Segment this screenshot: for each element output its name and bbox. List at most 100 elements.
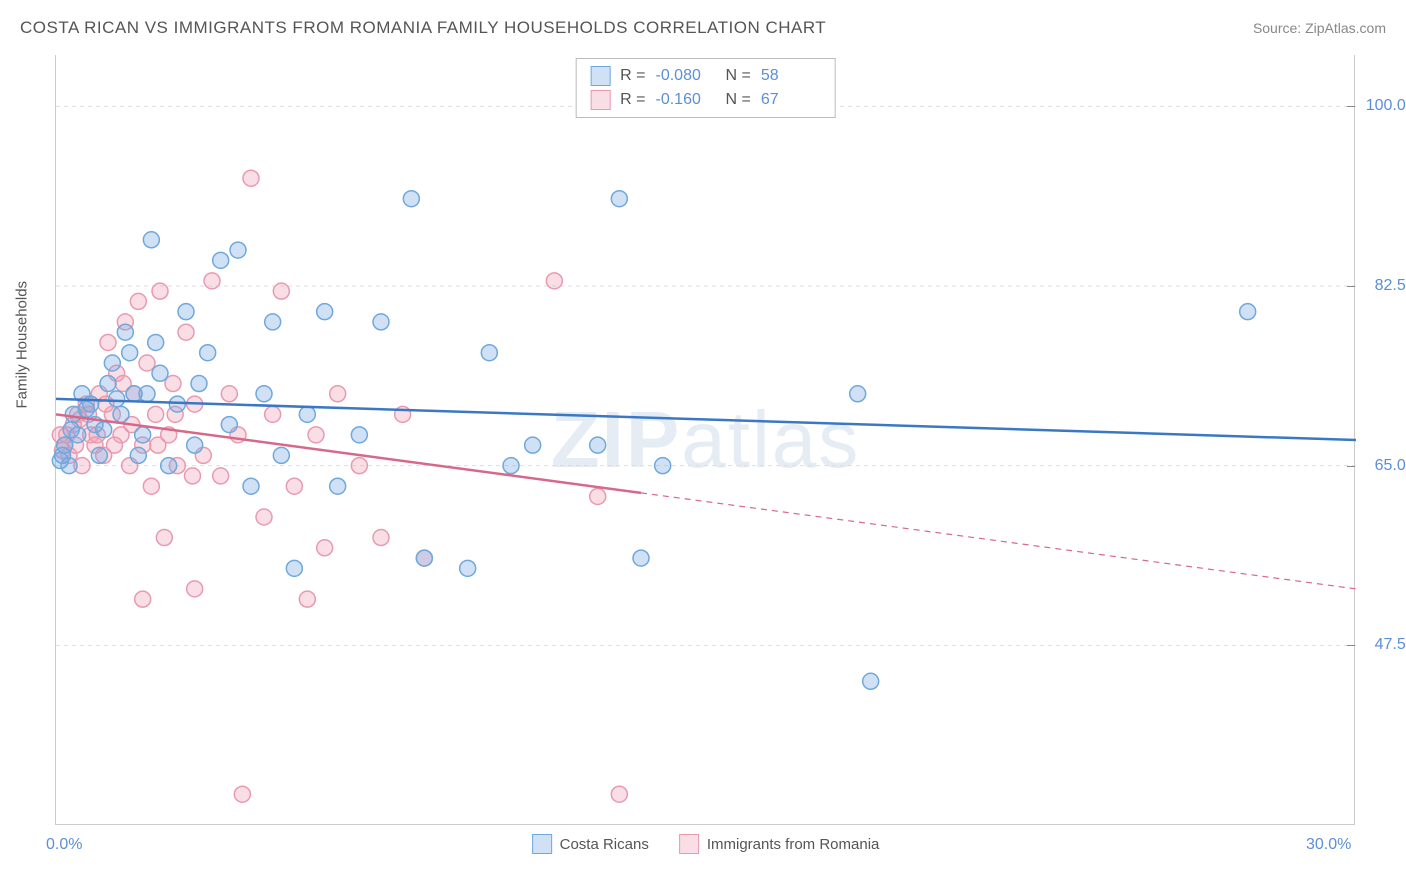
data-point-b <box>265 406 281 422</box>
data-point-a <box>200 345 216 361</box>
data-point-a <box>403 191 419 207</box>
data-point-a <box>1240 304 1256 320</box>
data-point-a <box>191 376 207 392</box>
r-label: R = <box>620 67 645 85</box>
data-point-a <box>221 417 237 433</box>
data-point-b <box>148 406 164 422</box>
data-point-a <box>633 550 649 566</box>
data-point-a <box>317 304 333 320</box>
x-tick-label: 0.0% <box>46 836 82 854</box>
n-label: N = <box>726 91 751 109</box>
legend-row-b: R = -0.160 N = 67 <box>590 88 821 112</box>
n-label: N = <box>726 67 751 85</box>
data-point-b <box>330 386 346 402</box>
data-point-b <box>546 273 562 289</box>
series-legend: Costa Ricans Immigrants from Romania <box>532 834 880 854</box>
data-point-b <box>213 468 229 484</box>
data-point-a <box>91 447 107 463</box>
data-point-b <box>178 324 194 340</box>
data-point-b <box>107 437 123 453</box>
data-point-a <box>178 304 194 320</box>
data-point-b <box>156 530 172 546</box>
data-point-a <box>104 355 120 371</box>
data-point-a <box>286 560 302 576</box>
data-point-b <box>221 386 237 402</box>
y-tick-label: 82.5% <box>1375 277 1406 295</box>
data-point-a <box>611 191 627 207</box>
r-value-a: -0.080 <box>656 67 716 85</box>
trend-line-a <box>56 399 1356 440</box>
r-label: R = <box>620 91 645 109</box>
data-point-a <box>161 458 177 474</box>
data-point-a <box>113 406 129 422</box>
correlation-legend: R = -0.080 N = 58 R = -0.160 N = 67 <box>575 58 836 118</box>
y-axis-label: Family Households <box>14 281 31 409</box>
data-point-a <box>130 447 146 463</box>
data-point-a <box>230 242 246 258</box>
data-point-b <box>373 530 389 546</box>
swatch-b <box>679 834 699 854</box>
swatch-b <box>590 90 610 110</box>
data-point-a <box>863 673 879 689</box>
data-point-a <box>117 324 133 340</box>
data-point-b <box>273 283 289 299</box>
data-point-a <box>265 314 281 330</box>
data-point-b <box>590 488 606 504</box>
r-value-b: -0.160 <box>656 91 716 109</box>
swatch-a <box>590 66 610 86</box>
data-point-b <box>185 468 201 484</box>
n-value-b: 67 <box>761 91 821 109</box>
header: COSTA RICAN VS IMMIGRANTS FROM ROMANIA F… <box>20 18 1386 38</box>
data-point-a <box>503 458 519 474</box>
data-point-a <box>850 386 866 402</box>
series-name-b: Immigrants from Romania <box>707 836 880 853</box>
data-point-b <box>135 591 151 607</box>
data-point-a <box>122 345 138 361</box>
swatch-a <box>532 834 552 854</box>
series-name-a: Costa Ricans <box>560 836 649 853</box>
y-tick-label: 100.0% <box>1366 97 1406 115</box>
data-point-a <box>96 422 112 438</box>
data-point-a <box>55 447 71 463</box>
data-point-b <box>351 458 367 474</box>
data-point-b <box>308 427 324 443</box>
source-label: Source: ZipAtlas.com <box>1253 20 1386 36</box>
data-point-b <box>150 437 166 453</box>
data-point-a <box>256 386 272 402</box>
data-point-a <box>655 458 671 474</box>
data-point-a <box>187 437 203 453</box>
legend-item-b: Immigrants from Romania <box>679 834 880 854</box>
data-point-a <box>351 427 367 443</box>
data-point-a <box>135 427 151 443</box>
data-point-b <box>256 509 272 525</box>
data-point-a <box>243 478 259 494</box>
data-point-a <box>299 406 315 422</box>
data-point-b <box>299 591 315 607</box>
n-value-a: 58 <box>761 67 821 85</box>
data-point-a <box>525 437 541 453</box>
trend-line-dashed-b <box>641 493 1356 589</box>
y-tick-label: 47.5% <box>1375 636 1406 654</box>
y-tick-label: 65.0% <box>1375 457 1406 475</box>
data-point-a <box>273 447 289 463</box>
legend-row-a: R = -0.080 N = 58 <box>590 64 821 88</box>
data-point-b <box>204 273 220 289</box>
data-point-a <box>78 401 94 417</box>
data-point-b <box>611 786 627 802</box>
legend-item-a: Costa Ricans <box>532 834 649 854</box>
data-point-b <box>187 581 203 597</box>
data-point-a <box>152 365 168 381</box>
data-point-a <box>109 391 125 407</box>
data-point-b <box>100 334 116 350</box>
data-point-a <box>460 560 476 576</box>
data-point-b <box>130 293 146 309</box>
data-point-a <box>63 422 79 438</box>
data-point-a <box>416 550 432 566</box>
data-point-a <box>143 232 159 248</box>
data-point-a <box>213 252 229 268</box>
data-point-a <box>373 314 389 330</box>
data-point-a <box>148 334 164 350</box>
chart-title: COSTA RICAN VS IMMIGRANTS FROM ROMANIA F… <box>20 18 826 38</box>
data-point-b <box>234 786 250 802</box>
data-point-b <box>286 478 302 494</box>
